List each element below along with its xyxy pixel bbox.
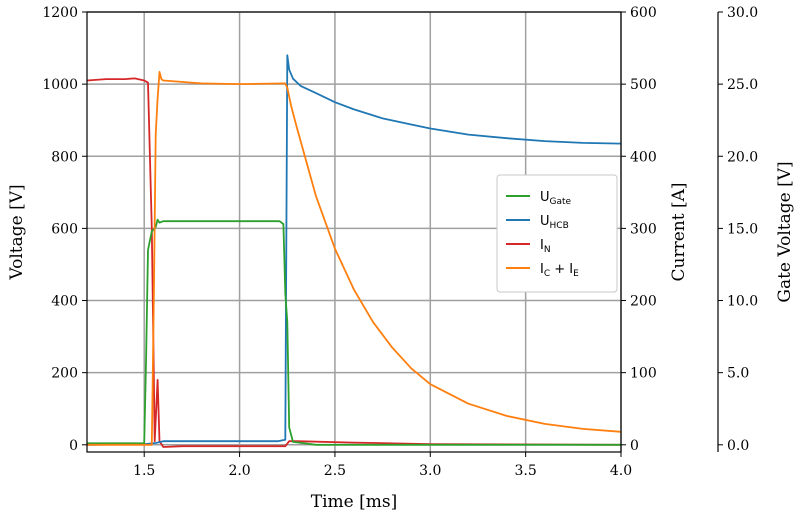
x-axis-title: Time [ms] — [311, 492, 397, 512]
y-tick-label-right1: 300 — [630, 221, 657, 237]
y-axis-title-left: Voltage [V] — [7, 184, 27, 280]
y-tick-label-right2: 25.0 — [727, 77, 758, 93]
series-line-uhcb — [86, 54, 622, 446]
y-tick-label-left: 600 — [51, 221, 78, 237]
y-tick-label-right1: 200 — [630, 294, 657, 310]
y-tick-label-right2: 0.0 — [727, 438, 749, 454]
y-tick-label-right2: 5.0 — [727, 366, 749, 382]
legend-label-sub2: E — [573, 269, 579, 279]
y-tick-label-right1: 600 — [630, 5, 657, 21]
x-tick-label: 2.0 — [228, 463, 250, 479]
y-tick-label-right2: 10.0 — [727, 294, 758, 310]
y-tick-label-right1: 100 — [630, 366, 657, 382]
y-tick-label-left: 200 — [51, 366, 78, 382]
y-tick-label-right1: 500 — [630, 77, 657, 93]
y-tick-label-left: 1000 — [42, 77, 78, 93]
x-tick-label: 4.0 — [610, 463, 632, 479]
legend-label-sub: Gate — [550, 197, 572, 207]
y-tick-label-right1: 400 — [630, 149, 657, 165]
x-tick-label: 3.5 — [515, 463, 537, 479]
legend-label-sub: C — [544, 269, 550, 279]
legend-label-main: U — [540, 190, 550, 205]
legend-label: UGate — [540, 190, 572, 207]
y-tick-label-left: 400 — [51, 294, 78, 310]
legend-label: UHCB — [540, 214, 569, 231]
y-tick-label-left: 0 — [69, 438, 78, 454]
legend-label-main: U — [540, 214, 550, 229]
series-line-ugate — [87, 218, 621, 446]
series-layer — [86, 54, 622, 448]
legend-box — [496, 174, 618, 293]
legend-label-sub: N — [544, 245, 551, 255]
y-axis-title-right2: Gate Voltage [V] — [775, 161, 795, 302]
x-tick-label: 1.5 — [133, 463, 155, 479]
series-line-icie — [87, 71, 622, 446]
y-tick-label-right2: 20.0 — [727, 149, 758, 165]
legend-label-sub: HCB — [550, 221, 569, 231]
x-tick-label: 3.0 — [419, 463, 441, 479]
legend-label-mid: + I — [550, 262, 573, 277]
legend-label: IN — [540, 238, 551, 255]
y-tick-label-right2: 15.0 — [727, 221, 758, 237]
plot-frame — [86, 11, 622, 453]
y-tick-label-left: 800 — [51, 149, 78, 165]
legend-label: IC + IE — [540, 262, 579, 279]
x-tick-label: 2.5 — [324, 463, 346, 479]
ticks: 1.5 2.0 2.5 3.0 3.5 4.00200400600800100012000… — [42, 5, 758, 479]
y-axis-title-right1: Current [A] — [669, 183, 689, 282]
y-tick-label-left: 1200 — [42, 5, 78, 21]
y-tick-label-right2: 30.0 — [727, 5, 758, 21]
y-tick-label-right1: 0 — [630, 438, 639, 454]
legend-label-main: I — [540, 262, 544, 277]
series-line-in — [86, 77, 622, 448]
legend-label-main: I — [540, 238, 544, 253]
